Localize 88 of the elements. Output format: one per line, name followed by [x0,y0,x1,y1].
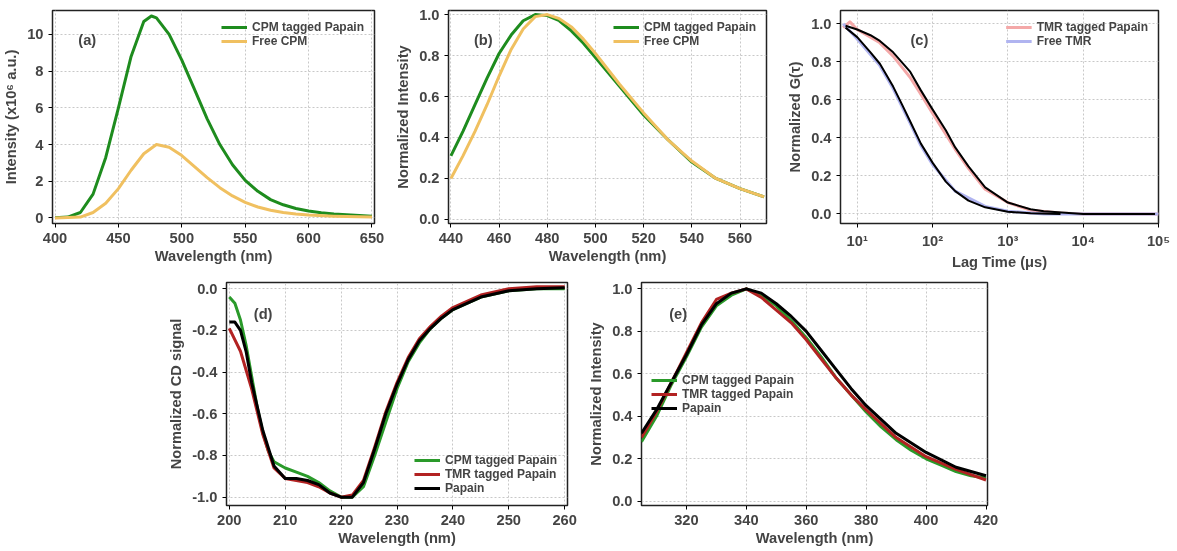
y-tick-label: 1.0 [612,280,633,297]
x-tick-label: 240 [440,511,466,528]
x-tick-label: 250 [496,511,522,528]
x-axis-title: Wavelength (nm) [338,529,456,546]
legend-label: Free CPM [643,34,700,48]
x-tick-label: 340 [734,511,759,528]
y-axis-title: Normalized Intensity [588,321,605,466]
y-tick-label: 0.4 [419,129,441,146]
annotation: (e) [669,305,688,322]
x-tick-label: 10¹ [846,232,868,249]
x-tick-label: 550 [232,229,258,246]
x-tick-label: 380 [853,511,879,528]
x-tick-label: 450 [106,229,131,246]
y-tick-label: 0.0 [197,280,218,297]
legend-label: TMR tagged Papain [682,386,794,401]
y-tick-label: 0.8 [612,323,633,340]
y-tick-label: 0.2 [612,450,633,467]
y-tick-label: 2 [35,173,44,190]
annotation: (d) [253,305,273,322]
y-tick-label: 0.6 [811,91,832,108]
x-tick-label: 10⁵ [1146,232,1171,249]
x-axis-title: Wavelength (nm) [755,529,874,546]
y-tick-label: 0.4 [612,408,634,425]
y-tick-label: 10 [27,26,44,43]
y-tick-label: -0.6 [192,405,218,422]
x-tick-label: 220 [328,511,354,528]
y-tick-label: 0.8 [811,53,832,70]
annotation: (b) [473,32,493,49]
legend-label: TMR tagged Papain [1036,20,1148,34]
x-tick-label: 420 [973,511,999,528]
y-tick-label: 8 [35,63,44,80]
x-tick-label: 200 [217,511,242,528]
legend-label: Free TMR [1036,34,1092,48]
x-tick-label: 600 [296,229,321,246]
legend-label: TMR tagged Papain [444,467,557,481]
y-axis-title: Normalized G(τ) [787,61,804,173]
annotation: (a) [78,32,97,49]
y-tick-label: -0.2 [192,322,218,339]
x-tick-label: 230 [384,511,410,528]
y-axis-title: Normalized CD signal [168,318,185,470]
y-tick-label: 0.6 [612,365,633,382]
y-axis-title: Intensity (x10⁶ a.u.) [3,49,20,185]
y-tick-label: 0.0 [612,493,633,510]
x-tick-label: 500 [583,229,608,246]
x-axis-title: Wavelength (nm) [154,247,273,264]
legend-label: CPM tagged Papain [251,20,364,34]
legend-label: Free CPM [251,34,308,48]
y-tick-label: -0.4 [192,364,219,381]
y-axis-title: Normalized Intensity [395,44,412,189]
x-tick-label: 320 [674,511,699,528]
x-tick-label: 10² [921,232,944,249]
y-tick-label: -0.8 [192,447,218,464]
y-tick-label: 0.2 [419,170,440,187]
y-tick-label: 0.4 [811,129,833,146]
legend-label: Papain [682,400,722,415]
x-axis-title: Lag Time (μs) [951,253,1048,270]
x-tick-label: 400 [913,511,939,528]
y-tick-label: 0 [35,209,44,226]
x-tick-label: 210 [272,511,298,528]
y-tick-label: -1.0 [192,489,218,506]
legend-label: CPM tagged Papain [643,20,756,34]
x-tick-label: 520 [631,229,656,246]
x-tick-label: 400 [42,229,68,246]
x-tick-label: 480 [535,229,560,246]
x-tick-label: 540 [679,229,705,246]
x-tick-label: 10⁴ [1071,232,1095,249]
y-tick-label: 0.2 [811,167,832,184]
legend-label: Papain [444,481,485,495]
legend-label: CPM tagged Papain [444,453,557,467]
annotation: (c) [910,32,929,49]
x-tick-label: 260 [552,511,577,528]
x-tick-label: 460 [486,229,512,246]
y-tick-label: 0.6 [419,88,440,105]
x-tick-label: 10³ [997,232,1019,249]
x-axis-title: Wavelength (nm) [548,247,667,264]
y-tick-label: 0.0 [419,211,440,228]
x-tick-label: 650 [359,229,385,246]
y-tick-label: 1.0 [419,6,440,23]
x-tick-label: 440 [438,229,464,246]
x-tick-label: 500 [169,229,195,246]
legend-label: CPM tagged Papain [682,372,795,387]
y-tick-label: 4 [35,136,45,153]
y-tick-label: 1.0 [811,15,832,32]
y-tick-label: 0.0 [811,205,832,222]
y-tick-label: 6 [35,99,44,116]
y-tick-label: 0.8 [419,47,440,64]
x-tick-label: 560 [727,229,753,246]
x-tick-label: 360 [794,511,819,528]
